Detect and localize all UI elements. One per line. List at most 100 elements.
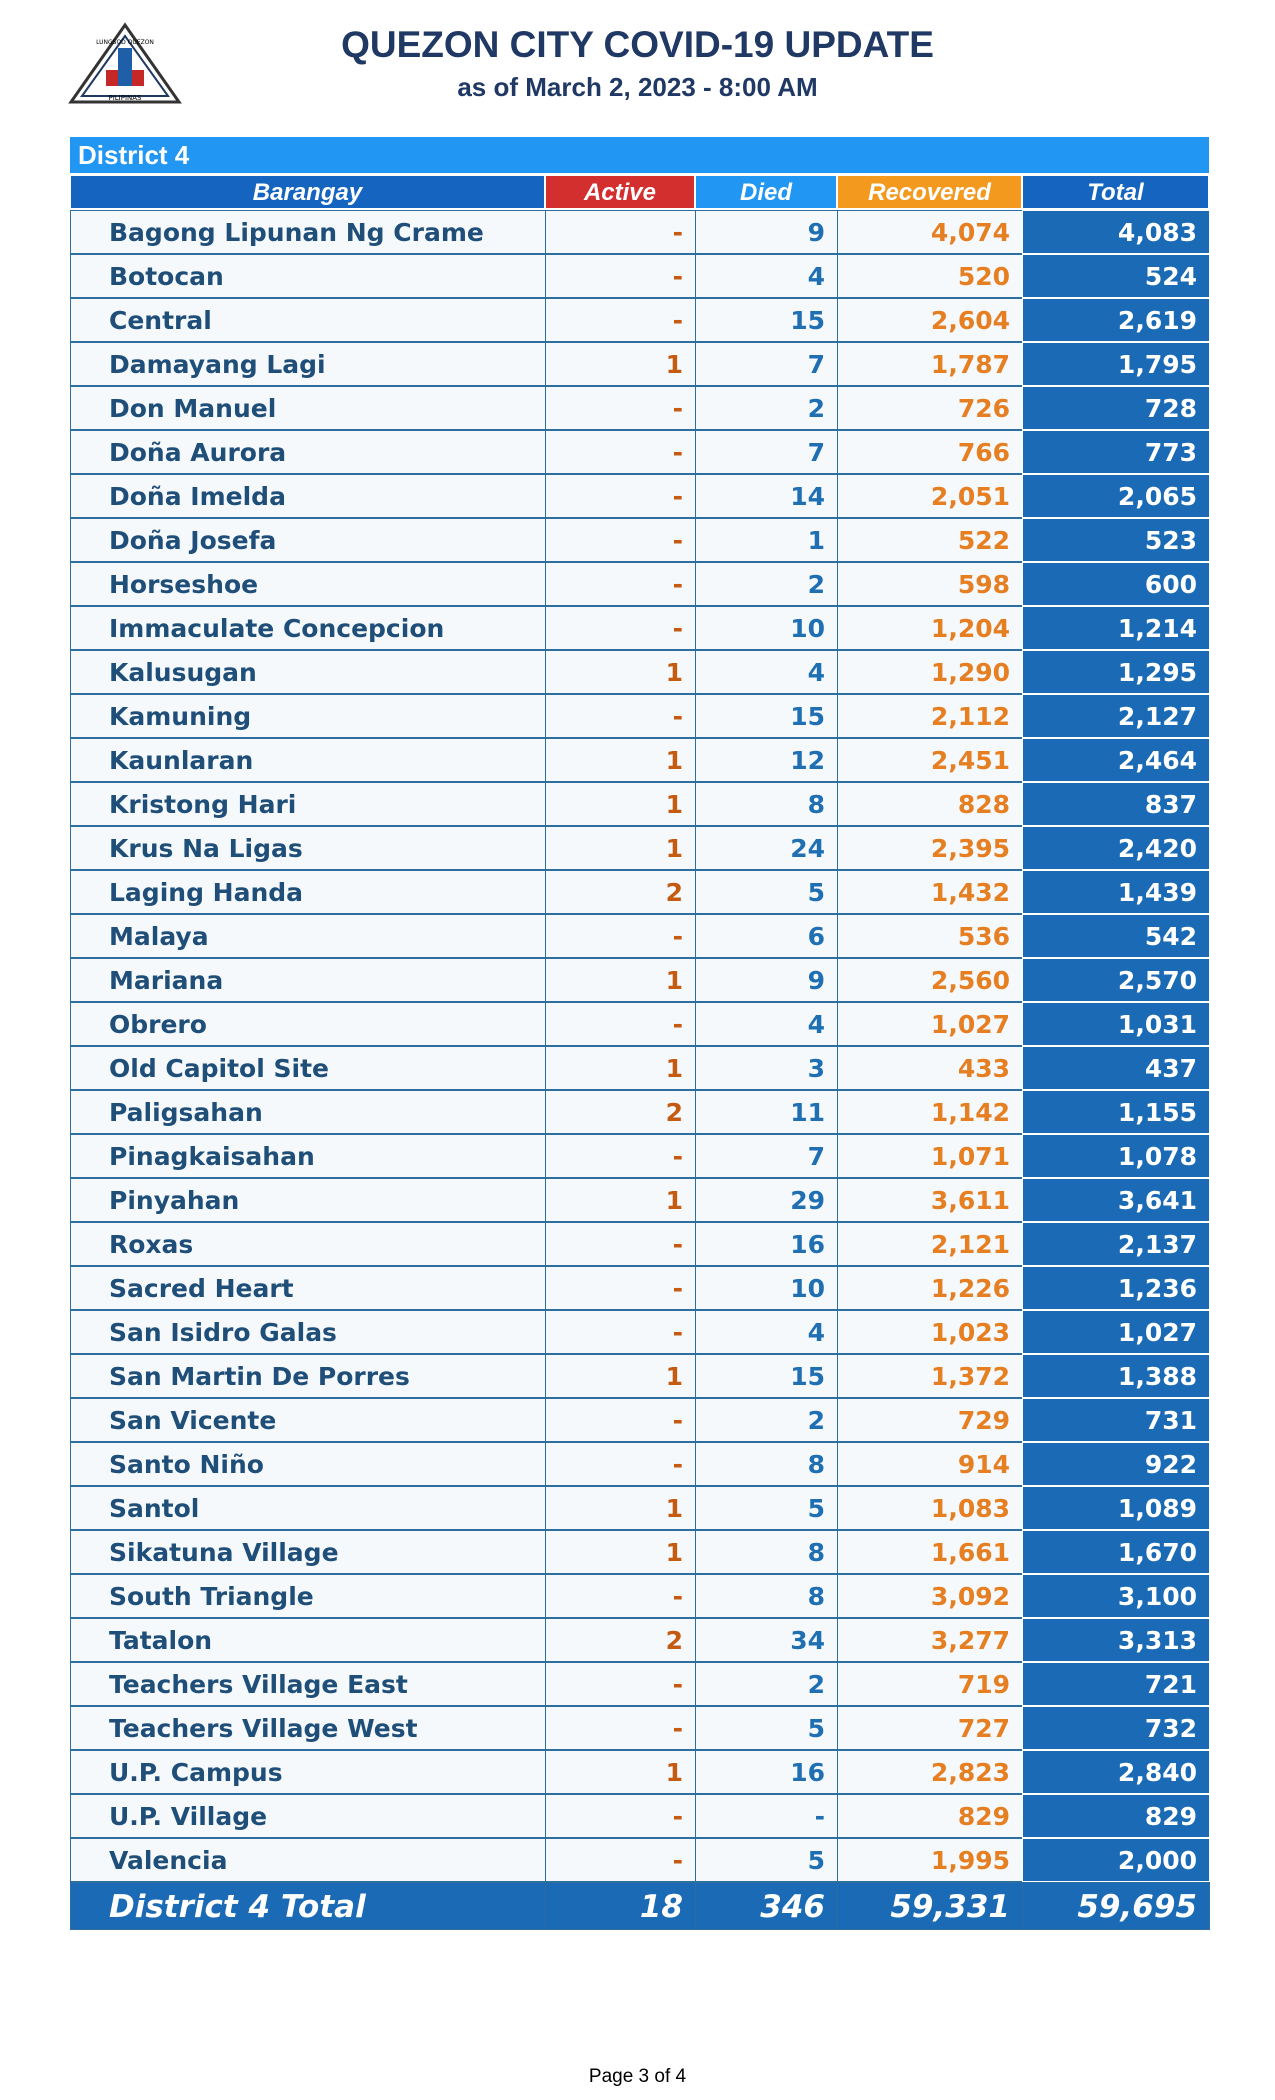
- table-cell: -: [545, 474, 696, 518]
- table-cell: 2,451: [837, 738, 1023, 782]
- barangay-name: Mariana: [70, 958, 546, 1002]
- total-cell: 59,695: [1022, 1882, 1210, 1930]
- table-cell: 1: [545, 1354, 696, 1398]
- table-cell: 2,823: [837, 1750, 1023, 1794]
- title: QUEZON CITY COVID-19 UPDATE: [341, 24, 934, 65]
- table-cell: 3: [695, 1046, 838, 1090]
- table-cell: 2,395: [837, 826, 1023, 870]
- table-cell: -: [545, 1706, 696, 1750]
- column-header: Recovered: [837, 175, 1022, 209]
- barangay-name: Kamuning: [70, 694, 546, 738]
- table-cell: 1,031: [1022, 1002, 1210, 1046]
- barangay-name: Don Manuel: [70, 386, 546, 430]
- column-header: Died: [695, 175, 837, 209]
- table-cell: 9: [695, 958, 838, 1002]
- table-cell: 1,670: [1022, 1530, 1210, 1574]
- table-cell: -: [545, 518, 696, 562]
- table-cell: 729: [837, 1398, 1023, 1442]
- table-cell: 1,027: [1022, 1310, 1210, 1354]
- table-cell: 16: [695, 1222, 838, 1266]
- table-cell: 9: [695, 210, 838, 254]
- barangay-name: San Isidro Galas: [70, 1310, 546, 1354]
- total-cell: 18: [545, 1882, 696, 1930]
- logo-text: LUNGSOD QUEZON: [96, 39, 154, 46]
- table-cell: 1,204: [837, 606, 1023, 650]
- table-cell: 731: [1022, 1398, 1210, 1442]
- table-cell: 719: [837, 1662, 1023, 1706]
- barangay-name: Kaunlaran: [70, 738, 546, 782]
- table-cell: 2: [695, 1398, 838, 1442]
- table-cell: 24: [695, 826, 838, 870]
- total-cell: District 4 Total: [70, 1882, 546, 1930]
- barangay-name: South Triangle: [70, 1574, 546, 1618]
- table-cell: 1,078: [1022, 1134, 1210, 1178]
- table-cell: 2,121: [837, 1222, 1023, 1266]
- table-cell: 520: [837, 254, 1023, 298]
- table-cell: 15: [695, 1354, 838, 1398]
- table-cell: 829: [837, 1794, 1023, 1838]
- table-cell: -: [545, 1574, 696, 1618]
- table-cell: 2,570: [1022, 958, 1210, 1002]
- table-cell: 828: [837, 782, 1023, 826]
- table-cell: 3,611: [837, 1178, 1023, 1222]
- table-cell: 3,100: [1022, 1574, 1210, 1618]
- table-cell: 4: [695, 1002, 838, 1046]
- table-cell: 1,995: [837, 1838, 1023, 1882]
- table-cell: 1,290: [837, 650, 1023, 694]
- barangay-name: Santo Niño: [70, 1442, 546, 1486]
- table-cell: 1: [695, 518, 838, 562]
- table-cell: 5: [695, 1486, 838, 1530]
- table-cell: 2,065: [1022, 474, 1210, 518]
- table-cell: 4,074: [837, 210, 1023, 254]
- barangay-name: Pinyahan: [70, 1178, 546, 1222]
- table-cell: 732: [1022, 1706, 1210, 1750]
- column-header: Active: [545, 175, 695, 209]
- barangay-name: San Martin De Porres: [70, 1354, 546, 1398]
- table-cell: 8: [695, 1442, 838, 1486]
- table-cell: -: [545, 210, 696, 254]
- table-cell: 1,661: [837, 1530, 1023, 1574]
- table-cell: 29: [695, 1178, 838, 1222]
- table-cell: 4: [695, 254, 838, 298]
- total-cell: 59,331: [837, 1882, 1023, 1930]
- table-cell: 1,226: [837, 1266, 1023, 1310]
- table-cell: 10: [695, 606, 838, 650]
- table-cell: 5: [695, 1838, 838, 1882]
- table-cell: 437: [1022, 1046, 1210, 1090]
- table-cell: -: [545, 1134, 696, 1178]
- table-cell: 3,277: [837, 1618, 1023, 1662]
- subtitle: as of March 2, 2023 - 8:00 AM: [457, 72, 818, 102]
- table-cell: 7: [695, 1134, 838, 1178]
- table-cell: 1: [545, 958, 696, 1002]
- barangay-name: Bagong Lipunan Ng Crame: [70, 210, 546, 254]
- barangay-name: Roxas: [70, 1222, 546, 1266]
- barangay-name: Tatalon: [70, 1618, 546, 1662]
- table-cell: 10: [695, 1266, 838, 1310]
- table-cell: 523: [1022, 518, 1210, 562]
- table-cell: 1,295: [1022, 650, 1210, 694]
- barangay-name: Paligsahan: [70, 1090, 546, 1134]
- table-cell: -: [545, 694, 696, 738]
- barangay-name: Sikatuna Village: [70, 1530, 546, 1574]
- table-cell: 1: [545, 1046, 696, 1090]
- table-cell: 2: [695, 562, 838, 606]
- table-cell: 1,083: [837, 1486, 1023, 1530]
- district-label: District 4: [70, 137, 1209, 173]
- barangay-name: Old Capitol Site: [70, 1046, 546, 1090]
- table-cell: 4: [695, 650, 838, 694]
- table-cell: 5: [695, 1706, 838, 1750]
- table-cell: 914: [837, 1442, 1023, 1486]
- barangay-name: Teachers Village West: [70, 1706, 546, 1750]
- table-cell: 8: [695, 782, 838, 826]
- table-cell: 8: [695, 1574, 838, 1618]
- table-cell: 598: [837, 562, 1023, 606]
- barangay-name: Valencia: [70, 1838, 546, 1882]
- barangay-name: Doña Imelda: [70, 474, 546, 518]
- table-cell: 3,092: [837, 1574, 1023, 1618]
- table-cell: -: [545, 1266, 696, 1310]
- barangay-name: Obrero: [70, 1002, 546, 1046]
- barangay-name: Kalusugan: [70, 650, 546, 694]
- barangay-name: Central: [70, 298, 546, 342]
- table-cell: 766: [837, 430, 1023, 474]
